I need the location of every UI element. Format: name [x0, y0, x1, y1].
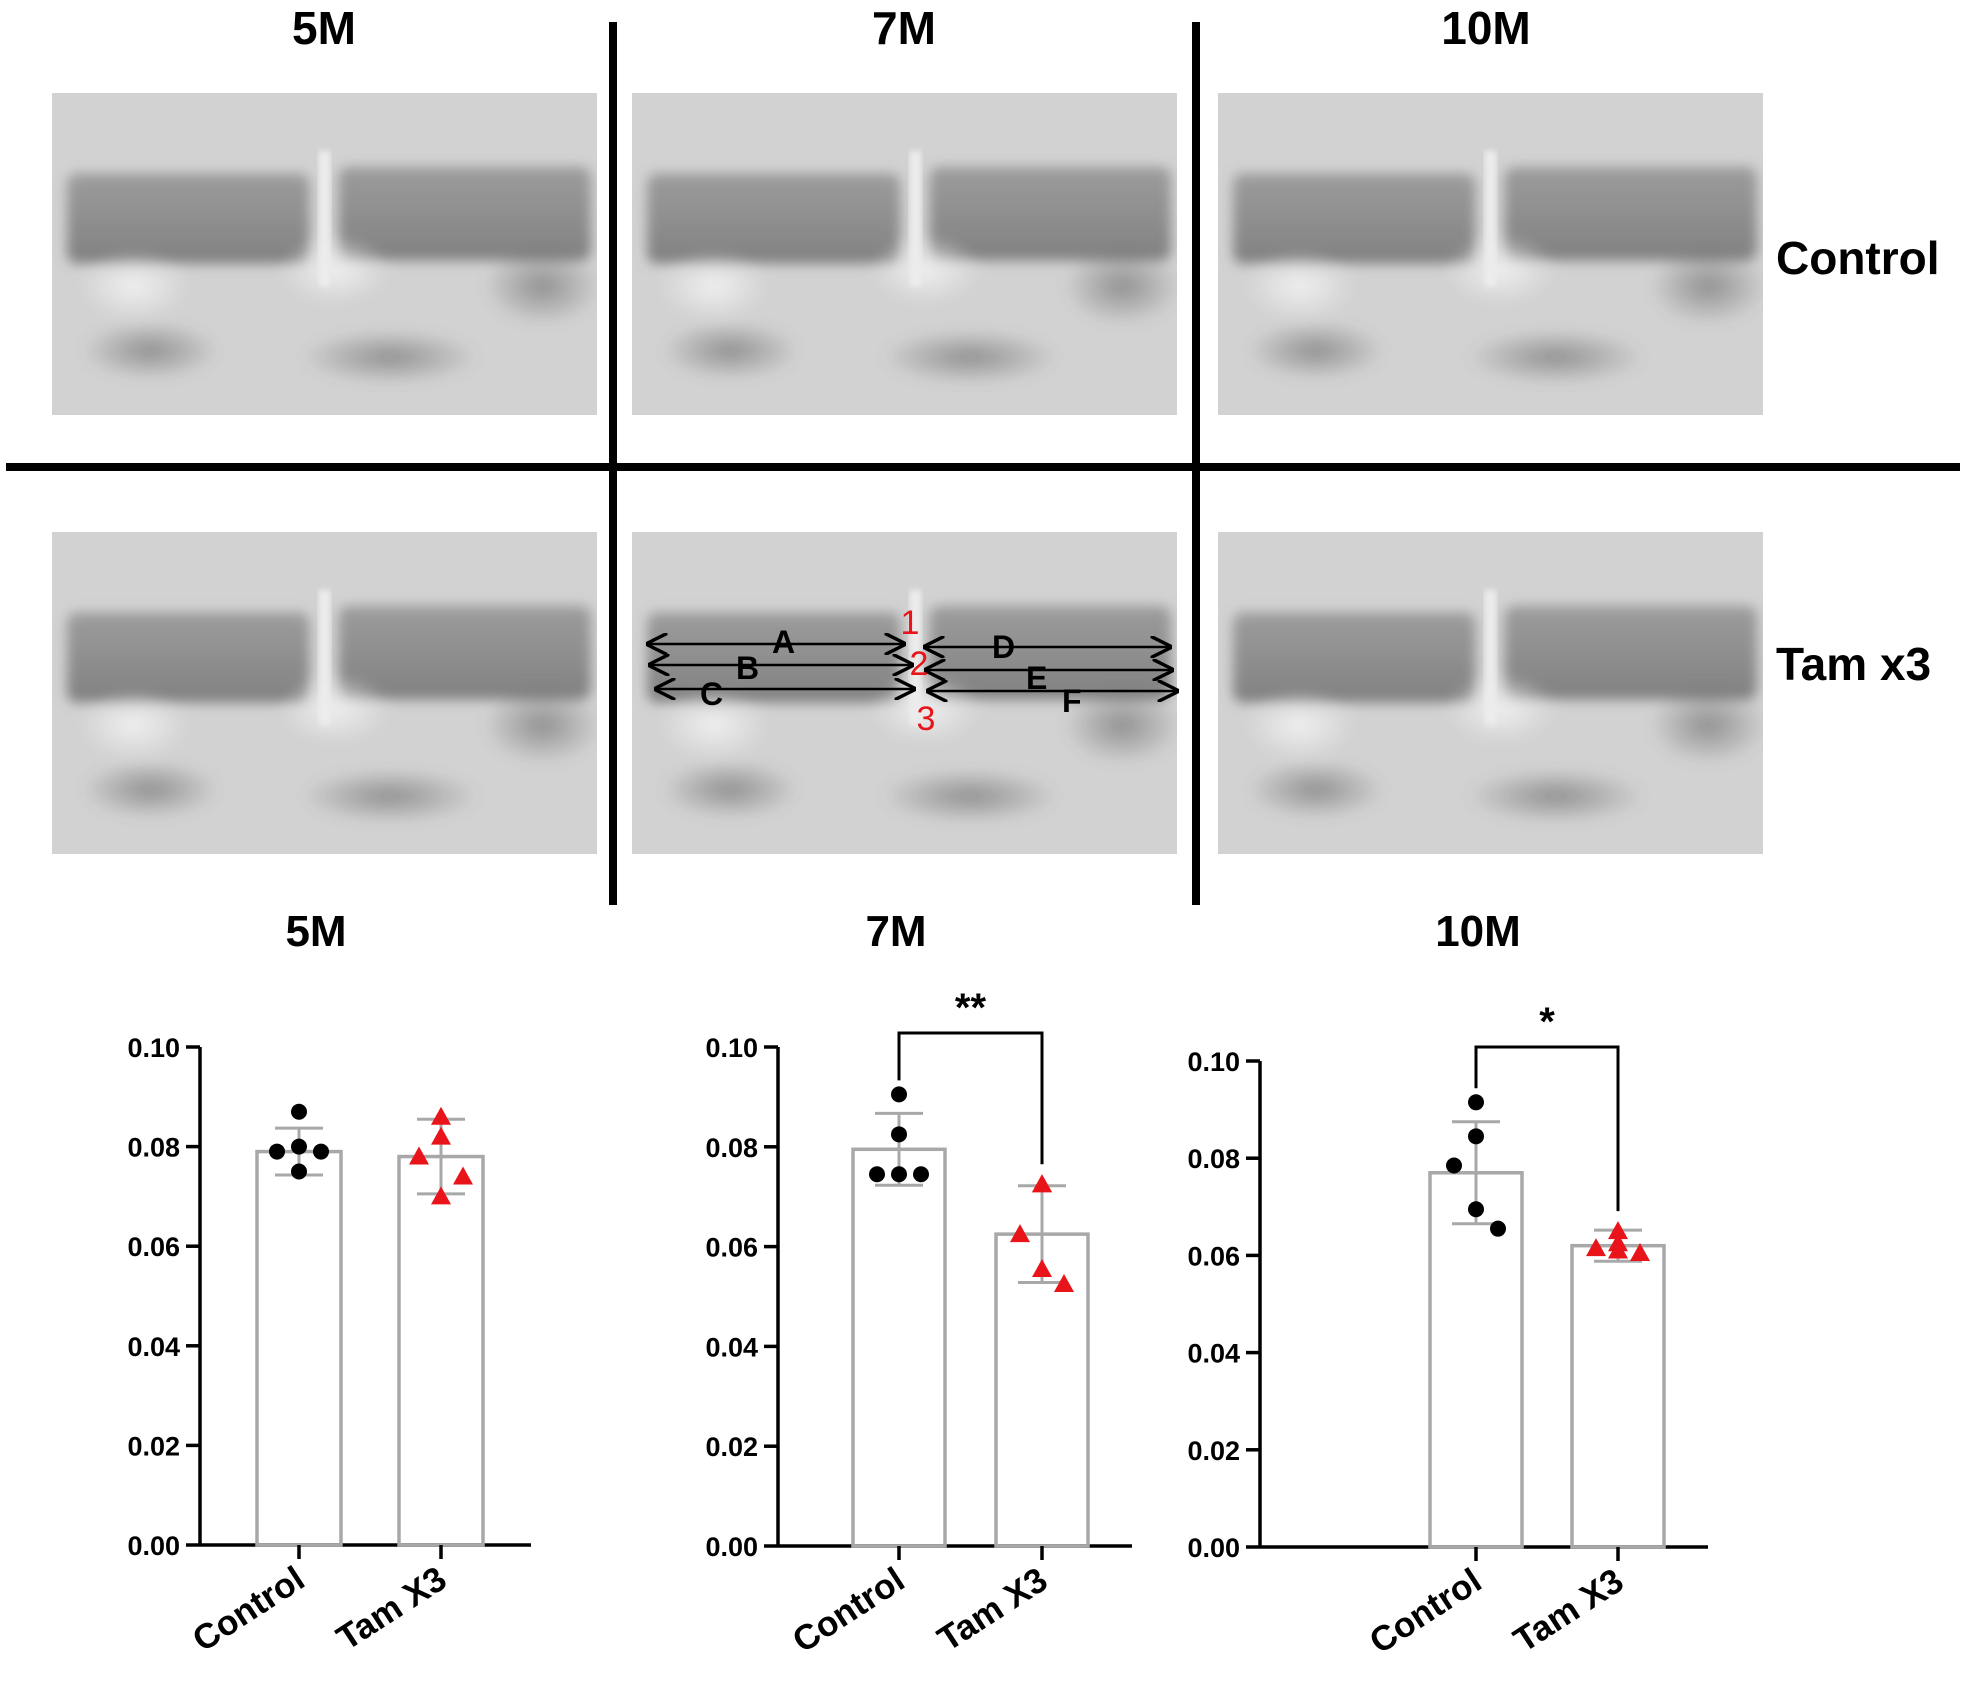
data-point-tam-x3	[1630, 1242, 1650, 1261]
data-point-control	[891, 1126, 907, 1143]
chart-title-7m: 7M	[865, 907, 926, 956]
y-tick-label: 0.06	[705, 1233, 758, 1263]
data-point-tam-x3	[431, 1106, 451, 1125]
y-tick-label: 0.04	[1187, 1339, 1240, 1369]
row-label-tam: Tam x3	[1776, 638, 1931, 690]
data-point-control	[1490, 1220, 1506, 1237]
data-point-control	[1468, 1094, 1484, 1111]
col-title-5m: 5M	[292, 2, 356, 54]
y-tick-label: 0.04	[127, 1332, 180, 1362]
significance-label: *	[1539, 1000, 1555, 1044]
data-point-tam-x3	[431, 1126, 451, 1145]
x-category-label: Control	[186, 1559, 312, 1659]
y-tick-label: 0.06	[127, 1232, 180, 1262]
data-point-control	[891, 1086, 907, 1103]
significance-bracket	[897, 1031, 1044, 1165]
data-point-control	[1468, 1201, 1484, 1218]
y-tick-label: 0.02	[127, 1431, 180, 1461]
data-point-control	[291, 1103, 307, 1120]
measurement-label-d: D	[992, 629, 1015, 665]
xray-panel	[1218, 93, 1763, 415]
data-point-control	[1446, 1157, 1462, 1174]
measurement-label-f: F	[1062, 683, 1082, 719]
bar-chart-10m: 0.00 0.02 0.04 0.06 0.08 0.10 Control Tam X3 *	[1187, 1000, 1708, 1661]
x-category-label: Tam X3	[330, 1559, 453, 1658]
measurement-label-a: A	[772, 624, 795, 660]
data-point-control	[891, 1166, 907, 1183]
significance-label: **	[955, 986, 987, 1030]
measurement-annotation: A B C D E F 1 2 3	[648, 604, 1177, 738]
col-title-7m: 7M	[872, 2, 936, 54]
xray-panel	[52, 93, 597, 415]
data-point-tam-x3	[1032, 1174, 1052, 1193]
measurement-label-c: C	[700, 676, 723, 712]
y-tick-label: 0.00	[127, 1531, 180, 1561]
y-tick-label: 0.06	[1187, 1241, 1240, 1271]
measurement-number-3: 3	[917, 700, 936, 738]
data-point-tam-x3	[1010, 1224, 1030, 1243]
measurement-label-b: B	[736, 650, 759, 686]
data-point-tam-x3	[431, 1186, 451, 1205]
data-point-tam-x3	[1054, 1274, 1074, 1293]
measurement-number-2: 2	[910, 645, 929, 683]
measurement-number-1: 1	[901, 604, 920, 642]
x-category-label: Tam X3	[1507, 1561, 1630, 1660]
bar-control	[851, 1147, 947, 1548]
data-point-control	[913, 1166, 929, 1183]
x-category-label: Control	[1363, 1561, 1489, 1661]
data-point-control	[291, 1163, 307, 1180]
bar-tam-x3	[397, 1154, 485, 1547]
x-category-label: Control	[786, 1560, 912, 1660]
chart-title-5m: 5M	[285, 907, 346, 956]
y-tick-label: 0.00	[1187, 1533, 1240, 1563]
y-tick-label: 0.00	[705, 1532, 758, 1562]
bar-control	[255, 1149, 343, 1547]
bar-control	[1428, 1171, 1524, 1549]
xray-panel	[52, 532, 597, 854]
data-point-control	[869, 1166, 885, 1183]
xray-panels	[52, 93, 1763, 854]
row-label-control: Control	[1776, 232, 1940, 284]
data-point-control	[269, 1143, 285, 1160]
y-tick-label: 0.08	[705, 1133, 758, 1163]
data-point-tam-x3	[1608, 1240, 1628, 1259]
data-point-tam-x3	[1608, 1221, 1628, 1240]
y-tick-label: 0.10	[705, 1033, 758, 1063]
measurement-label-e: E	[1026, 660, 1047, 696]
y-tick-label: 0.02	[705, 1432, 758, 1462]
data-point-tam-x3	[453, 1166, 473, 1185]
col-title-10m: 10M	[1441, 2, 1530, 54]
data-point-tam-x3	[1586, 1238, 1606, 1257]
data-point-control	[1468, 1128, 1484, 1145]
bar-chart-7m: 0.00 0.02 0.04 0.06 0.08 0.10 Control Tam X3 **	[705, 986, 1132, 1660]
significance-bracket	[1474, 1045, 1620, 1212]
y-tick-label: 0.08	[1187, 1144, 1240, 1174]
xray-panel	[1218, 532, 1763, 854]
xray-panel	[632, 93, 1177, 415]
bar-chart-5m: 0.00 0.02 0.04 0.06 0.08 0.10 Control Tam X3	[127, 1033, 531, 1659]
data-point-tam-x3	[1032, 1259, 1052, 1278]
y-tick-label: 0.02	[1187, 1436, 1240, 1466]
chart-title-10m: 10M	[1435, 907, 1521, 956]
bar-tam-x3	[1570, 1243, 1666, 1549]
y-tick-label: 0.10	[127, 1033, 180, 1063]
data-point-tam-x3	[409, 1146, 429, 1165]
x-category-label: Tam X3	[931, 1560, 1054, 1659]
y-tick-label: 0.08	[127, 1133, 180, 1163]
y-tick-label: 0.10	[1187, 1047, 1240, 1077]
y-tick-label: 0.04	[705, 1332, 758, 1362]
data-point-control	[291, 1138, 307, 1155]
data-point-control	[313, 1143, 329, 1160]
